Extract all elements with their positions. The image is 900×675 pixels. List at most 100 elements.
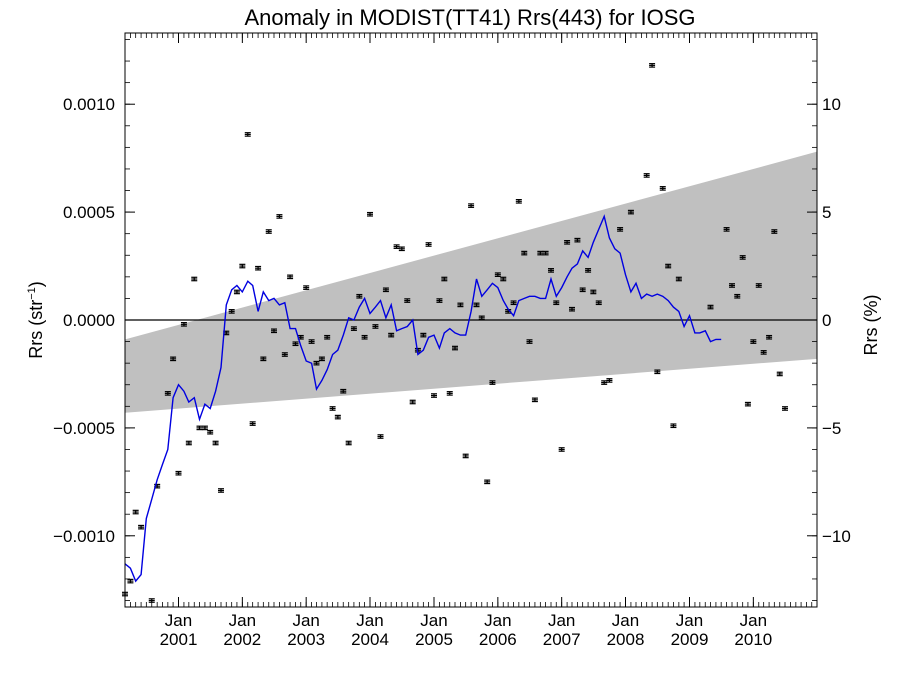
data-point bbox=[201, 425, 208, 431]
x-tick-year-label: 2009 bbox=[671, 630, 709, 649]
data-point bbox=[564, 239, 571, 245]
x-tick-year-label: 2010 bbox=[734, 630, 772, 649]
data-point bbox=[510, 300, 517, 306]
data-point bbox=[382, 287, 389, 293]
data-point bbox=[292, 341, 299, 347]
data-point bbox=[451, 345, 458, 351]
data-point bbox=[760, 350, 767, 355]
data-point bbox=[249, 421, 256, 426]
data-point bbox=[542, 250, 549, 256]
running-mean-layer bbox=[124, 214, 722, 583]
data-point bbox=[340, 388, 347, 394]
data-point bbox=[457, 302, 464, 308]
data-point bbox=[723, 227, 730, 232]
data-point bbox=[627, 209, 634, 215]
data-point bbox=[574, 237, 581, 243]
data-point bbox=[372, 324, 379, 329]
data-point bbox=[350, 326, 357, 331]
data-point bbox=[303, 285, 310, 290]
x-tick-month-label: Jan bbox=[420, 611, 447, 630]
data-point bbox=[270, 328, 277, 334]
data-point bbox=[781, 406, 788, 411]
x-tick-month-label: Jan bbox=[229, 611, 256, 630]
data-point bbox=[654, 369, 661, 375]
data-point bbox=[393, 244, 400, 249]
data-point bbox=[766, 334, 773, 340]
data-point bbox=[521, 250, 528, 256]
x-tick-year-label: 2002 bbox=[223, 630, 261, 649]
data-point bbox=[729, 283, 736, 288]
data-point bbox=[750, 339, 757, 344]
data-point bbox=[148, 598, 155, 603]
data-point bbox=[494, 272, 501, 278]
data-points-layer bbox=[122, 63, 788, 603]
data-point bbox=[228, 309, 235, 314]
data-point bbox=[356, 293, 363, 299]
data-point bbox=[318, 356, 325, 362]
data-point bbox=[329, 406, 336, 411]
data-point bbox=[431, 393, 438, 398]
y-axis-left-title-close: ) bbox=[26, 281, 46, 287]
y-axis-right-title: Rrs (%) bbox=[861, 295, 881, 356]
data-point bbox=[313, 360, 320, 366]
data-point bbox=[367, 211, 374, 217]
data-point bbox=[388, 332, 395, 338]
data-point bbox=[707, 304, 714, 310]
data-point bbox=[558, 447, 565, 452]
x-tick-month-label: Jan bbox=[165, 611, 192, 630]
y-left-tick-label: −0.0010 bbox=[53, 527, 115, 546]
data-point bbox=[670, 423, 677, 429]
data-point bbox=[590, 289, 597, 295]
data-point bbox=[755, 283, 762, 288]
data-point bbox=[127, 578, 134, 584]
trend-band-layer bbox=[125, 151, 817, 413]
data-point bbox=[409, 399, 416, 405]
data-point bbox=[515, 198, 522, 204]
data-point bbox=[398, 246, 405, 252]
y-right-tick-label: −10 bbox=[822, 527, 851, 546]
data-point bbox=[734, 293, 741, 299]
x-tick-year-label: 2006 bbox=[479, 630, 517, 649]
data-point bbox=[377, 434, 384, 439]
data-point bbox=[595, 300, 602, 306]
data-point bbox=[665, 263, 672, 269]
data-point bbox=[276, 214, 283, 219]
data-point bbox=[739, 255, 746, 260]
data-point bbox=[260, 356, 267, 362]
data-point bbox=[643, 173, 650, 178]
data-point bbox=[500, 276, 507, 282]
data-point bbox=[489, 380, 496, 385]
data-point bbox=[196, 425, 203, 431]
data-point bbox=[484, 479, 491, 485]
x-tick-month-label: Jan bbox=[740, 611, 767, 630]
data-point bbox=[553, 300, 560, 306]
data-point bbox=[776, 371, 783, 377]
trend-band bbox=[125, 151, 817, 413]
chart-title: Anomaly in MODIST(TT41) Rrs(443) for IOS… bbox=[244, 5, 695, 30]
x-tick-month-label: Jan bbox=[676, 611, 703, 630]
data-point bbox=[170, 356, 177, 362]
data-point bbox=[649, 63, 656, 68]
data-point bbox=[420, 332, 427, 338]
y-left-tick-label: 0.0010 bbox=[63, 95, 115, 114]
data-point bbox=[478, 315, 485, 321]
y-right-tick-label: −5 bbox=[822, 419, 841, 438]
data-point bbox=[265, 229, 272, 234]
data-point bbox=[308, 339, 315, 344]
x-tick-year-label: 2001 bbox=[160, 630, 198, 649]
data-point bbox=[771, 229, 778, 234]
data-point bbox=[239, 263, 246, 269]
x-tick-year-label: 2007 bbox=[543, 630, 581, 649]
x-tick-month-label: Jan bbox=[292, 611, 319, 630]
data-point bbox=[548, 268, 555, 273]
data-point bbox=[324, 334, 331, 340]
data-point bbox=[404, 298, 411, 303]
y-axis-left-title: Rrs (str−1) bbox=[26, 281, 46, 359]
data-point bbox=[244, 132, 251, 137]
data-point bbox=[436, 298, 443, 303]
data-point bbox=[659, 186, 666, 191]
data-point bbox=[585, 268, 592, 273]
data-point bbox=[526, 339, 533, 344]
data-point bbox=[468, 203, 475, 208]
